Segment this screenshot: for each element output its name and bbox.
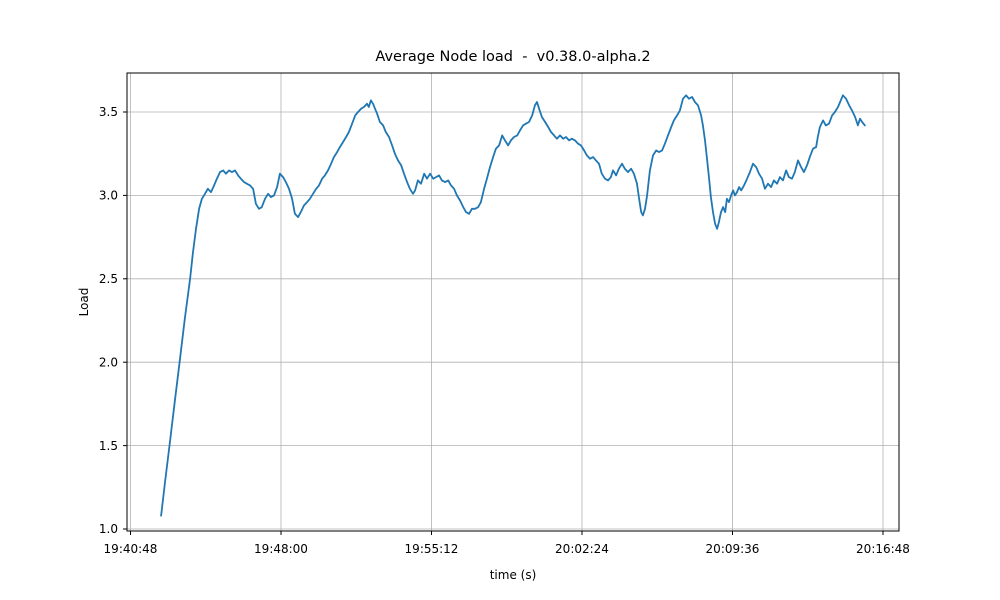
y-tick-label: 1.0 — [99, 522, 118, 536]
x-tick-label: 19:40:48 — [104, 542, 158, 556]
y-tick-label: 1.5 — [99, 439, 118, 453]
y-tick-label: 2.5 — [99, 272, 118, 286]
y-tick-label: 2.0 — [99, 355, 118, 369]
y-axis-label: Load — [77, 288, 91, 317]
tick-layer — [123, 111, 884, 535]
tick-label-layer: 19:40:48 19:48:00 19:55:12 20:02:24 20:09:36… — [99, 105, 910, 556]
frame-layer — [126, 72, 900, 532]
y-tick-label: 3.0 — [99, 189, 118, 203]
x-tick-label: 19:55:12 — [405, 542, 459, 556]
x-tick-label: 20:02:24 — [555, 542, 609, 556]
series-layer — [160, 94, 866, 517]
y-tick-label: 3.5 — [99, 105, 118, 119]
load-series-line — [160, 94, 866, 517]
grid-layer — [127, 73, 899, 531]
axes-frame — [126, 72, 900, 532]
x-tick-label: 20:16:48 — [856, 542, 910, 556]
x-tick-label: 20:09:36 — [706, 542, 760, 556]
x-axis-label: time (s) — [490, 568, 537, 582]
x-tick-label: 19:48:00 — [254, 542, 308, 556]
chart-title: Average Node load - v0.38.0-alpha.2 — [375, 49, 650, 65]
